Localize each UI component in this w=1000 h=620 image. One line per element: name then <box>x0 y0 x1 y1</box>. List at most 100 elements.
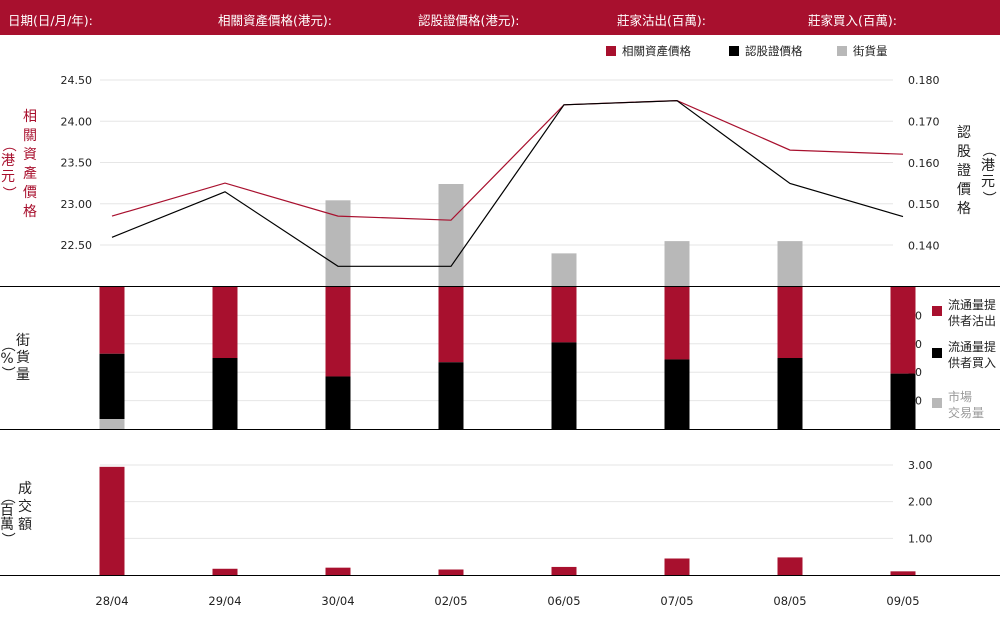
right-axis-unit: 元 <box>981 174 995 190</box>
right-tick-label: 0.170 <box>908 115 940 128</box>
turnover-bar <box>212 568 238 575</box>
right-axis-title: 價 <box>957 181 971 198</box>
share-axis-title: 街 <box>16 333 30 349</box>
legend-swatch <box>729 46 739 56</box>
market-maker-sell-label: 莊家沽出(百萬): <box>617 13 706 28</box>
share-legend-swatch <box>932 398 942 408</box>
outstanding-bar <box>664 241 690 286</box>
left-axis-unit: （ <box>0 138 16 152</box>
lp-sell-bar <box>551 287 577 343</box>
lp-buy-bar <box>438 362 464 429</box>
turnover-axis-title: 交 <box>18 498 32 515</box>
market-maker-buy-label: 莊家買入(百萬): <box>808 13 897 28</box>
turnover-bar <box>325 567 351 575</box>
turnover-bar <box>777 557 803 575</box>
right-tick-label: 0.160 <box>908 157 940 170</box>
underlying-price-line <box>111 99 904 221</box>
outstanding-bar <box>325 200 351 286</box>
left-axis-unit: 港 <box>1 153 15 169</box>
left-axis-title: 格 <box>23 204 37 220</box>
turnover-bar <box>890 571 916 575</box>
turnover-bar <box>664 558 690 575</box>
lp-buy-bar <box>99 353 125 420</box>
share-axis-title: 貨 <box>16 349 30 366</box>
right-axis-unit: （ <box>980 143 996 157</box>
right-axis-title: 認 <box>957 125 971 141</box>
share-legend-label: 流通量提 <box>948 339 996 354</box>
left-axis-unit: ） <box>0 186 16 200</box>
x-tick-label: 09/05 <box>886 594 919 608</box>
left-tick-label: 22.50 <box>61 239 93 252</box>
share-legend-label: 交易量 <box>948 405 984 420</box>
lp-sell-bar <box>777 287 803 358</box>
left-axis-title: 關 <box>23 128 37 144</box>
left-tick-label: 23.50 <box>61 157 93 170</box>
left-axis-title: 價 <box>23 184 37 201</box>
left-tick-label: 24.50 <box>61 74 93 87</box>
lp-buy-bar <box>664 359 690 429</box>
left-tick-label: 23.00 <box>61 198 93 211</box>
lp-buy-bar <box>890 373 916 429</box>
lp-buy-bar <box>325 376 351 429</box>
share-axis-unit: % <box>0 351 13 367</box>
left-axis-title: 相 <box>23 109 37 125</box>
right-tick-label: 0.140 <box>908 240 940 253</box>
x-tick-label: 29/04 <box>208 594 241 608</box>
warrant-price-label: 認股證價格(港元): <box>418 13 520 28</box>
share-legend-swatch <box>932 306 942 316</box>
left-axis-title: 資 <box>23 147 37 163</box>
right-axis-unit: ） <box>980 191 996 205</box>
warrant-price-line <box>111 100 904 267</box>
turnover-bar <box>99 466 125 575</box>
x-tick-label: 28/04 <box>95 594 128 608</box>
share-axis-title: 量 <box>16 367 30 383</box>
header-bar: 日期(日/月/年): 相關資產價格(港元): 認股證價格(港元): 莊家沽出(百… <box>0 0 1000 35</box>
left-tick-label: 24.00 <box>61 115 93 128</box>
share-axis-unit: （ <box>0 338 15 352</box>
left-axis-title: 產 <box>23 165 37 182</box>
turnover-tick-label: 1.00 <box>908 532 933 545</box>
legend-label: 認股證價格 <box>745 44 803 58</box>
share-legend-label: 市場 <box>948 389 972 404</box>
right-tick-label: 0.180 <box>908 74 940 87</box>
lp-sell-bar <box>212 287 238 358</box>
lp-sell-bar <box>664 287 690 360</box>
x-tick-label: 08/05 <box>773 594 806 608</box>
lp-buy-bar <box>551 342 577 429</box>
legend-label: 相關資產價格 <box>622 44 691 58</box>
right-axis-title: 股 <box>957 144 971 160</box>
share-legend-label: 供者沽出 <box>948 314 996 328</box>
lp-buy-bar <box>212 358 238 429</box>
date-label: 日期(日/月/年): <box>8 13 93 28</box>
turnover-axis-unit: （ <box>0 490 15 504</box>
x-tick-label: 02/05 <box>434 594 467 608</box>
market-volume-bar <box>99 419 125 429</box>
turnover-axis-unit: 百 <box>0 503 14 519</box>
turnover-axis-unit: ） <box>0 532 15 546</box>
legend-label: 街貨量 <box>853 44 888 58</box>
share-legend-swatch <box>932 348 942 358</box>
legend-swatch <box>606 46 616 56</box>
underlying-price-label: 相關資產價格(港元): <box>218 13 332 28</box>
turnover-axis-unit: 萬 <box>0 517 14 533</box>
lp-buy-bar <box>777 358 803 429</box>
turnover-bar <box>551 566 577 575</box>
lp-sell-bar <box>99 287 125 354</box>
share-legend-label: 供者買入 <box>948 356 996 370</box>
legend-swatch <box>837 46 847 56</box>
right-axis-title: 格 <box>957 201 971 217</box>
share-axis-unit: ） <box>0 366 15 380</box>
turnover-tick-label: 2.00 <box>908 496 933 509</box>
lp-sell-bar <box>890 287 916 374</box>
left-axis-unit: 元 <box>1 169 15 185</box>
lp-sell-bar <box>325 287 351 377</box>
turnover-tick-label: 3.00 <box>908 459 933 472</box>
x-tick-label: 06/05 <box>547 594 580 608</box>
right-axis-unit: 港 <box>981 158 995 174</box>
right-axis-title: 證 <box>957 162 971 179</box>
lp-sell-bar <box>438 287 464 363</box>
turnover-axis-title: 成 <box>18 481 32 497</box>
turnover-axis-title: 額 <box>18 517 32 533</box>
share-legend-label: 流通量提 <box>948 297 996 312</box>
